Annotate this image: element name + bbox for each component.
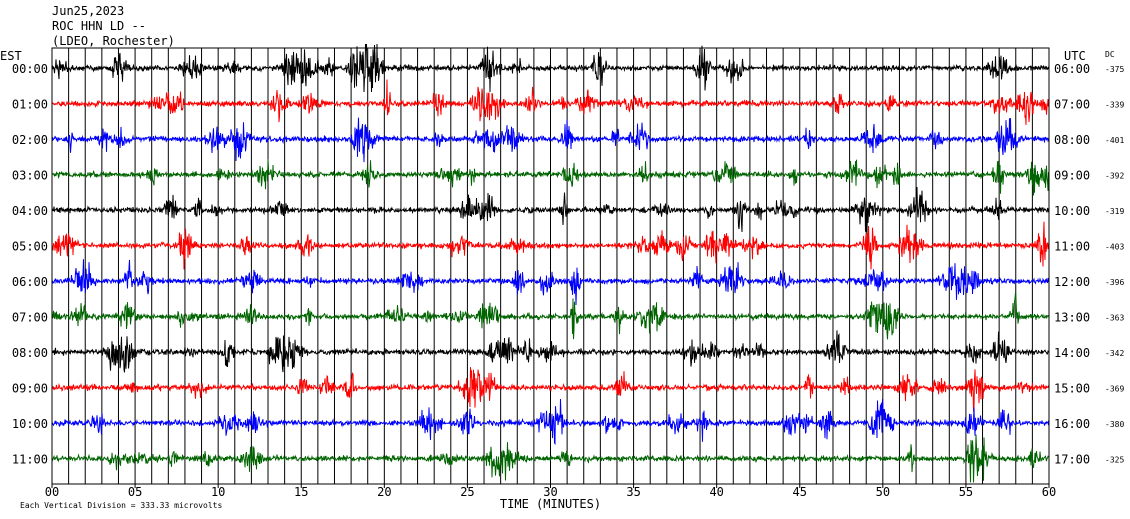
seismic-trace [51, 221, 1050, 270]
est-axis-title: EST [0, 49, 22, 63]
x-axis-title: TIME (MINUTES) [500, 497, 601, 511]
x-tick-label: 40 [709, 485, 723, 499]
dc-offset-label: -325 [1105, 456, 1124, 465]
dc-offset-label: -401 [1105, 136, 1124, 145]
vertical-division-note: Each Vertical Division = 333.33 microvol… [20, 501, 222, 510]
est-hour-label: 02:00 [12, 133, 48, 147]
station-code: ROC HHN LD -- [52, 19, 146, 33]
est-hour-label: 09:00 [12, 382, 48, 396]
utc-hour-label: 14:00 [1054, 346, 1090, 360]
x-tick-label: 45 [793, 485, 807, 499]
est-hour-label: 03:00 [12, 169, 48, 183]
x-tick-label: 05 [128, 485, 142, 499]
x-tick-label: 35 [626, 485, 640, 499]
dc-offset-label: -375 [1105, 65, 1124, 74]
utc-axis-title: UTC [1064, 49, 1086, 63]
grid-layer [68, 48, 1033, 484]
est-hour-label: 08:00 [12, 346, 48, 360]
seismic-trace [51, 367, 1050, 412]
est-hour-label: 05:00 [12, 240, 48, 254]
seismic-trace [51, 159, 1050, 196]
utc-hour-label: 10:00 [1054, 204, 1090, 218]
seismic-trace [51, 292, 1050, 340]
utc-hour-label: 08:00 [1054, 133, 1090, 147]
dc-offset-label: -396 [1105, 278, 1124, 287]
seismic-trace [51, 259, 1050, 306]
dc-offset-label: -342 [1105, 349, 1124, 358]
seismic-trace [51, 330, 1050, 373]
utc-hour-label: 17:00 [1054, 453, 1090, 467]
x-tick-label: 25 [460, 485, 474, 499]
x-tick-label: 15 [294, 485, 308, 499]
x-tick-label: 50 [876, 485, 890, 499]
station-date: Jun25,2023 [52, 4, 125, 18]
seismic-trace [51, 79, 1050, 125]
utc-hour-label: 11:00 [1054, 240, 1090, 254]
dc-offset-label: -339 [1105, 101, 1124, 110]
dc-offset-label: -403 [1105, 243, 1124, 252]
est-hour-label: 00:00 [12, 62, 48, 76]
est-hour-label: 06:00 [12, 275, 48, 289]
est-hour-label: 01:00 [12, 98, 48, 112]
est-hour-label: 07:00 [12, 311, 48, 325]
utc-hour-label: 13:00 [1054, 311, 1090, 325]
trace-layer [51, 43, 1050, 483]
utc-hour-label: 07:00 [1054, 98, 1090, 112]
dc-offset-label: -369 [1105, 385, 1124, 394]
est-hour-label: 10:00 [12, 417, 48, 431]
seismic-trace [51, 117, 1050, 163]
dc-offset-label: -319 [1105, 207, 1124, 216]
utc-hour-label: 12:00 [1054, 275, 1090, 289]
x-tick-label: 10 [211, 485, 225, 499]
dc-offset-label: -380 [1105, 420, 1124, 429]
seismic-trace [51, 43, 1050, 93]
x-tick-label: 20 [377, 485, 391, 499]
x-tick-label: 00 [45, 485, 59, 499]
utc-hour-label: 09:00 [1054, 169, 1090, 183]
station-network: (LDEO, Rochester) [52, 34, 175, 48]
x-tick-label: 60 [1042, 485, 1056, 499]
est-hour-label: 11:00 [12, 453, 48, 467]
label-layer: 00:00 06:00 -375 01:00 07:00 -339 02:00 08:00 -4… [0, 49, 1124, 511]
dc-offset-label: -392 [1105, 172, 1124, 181]
seismic-trace [51, 186, 1050, 233]
utc-hour-label: 15:00 [1054, 382, 1090, 396]
seismic-trace [51, 398, 1050, 446]
x-tick-label: 30 [543, 485, 557, 499]
dc-column-title: DC [1105, 50, 1115, 59]
est-hour-label: 04:00 [12, 204, 48, 218]
seismic-trace [51, 434, 1050, 483]
x-tick-label: 55 [959, 485, 973, 499]
utc-hour-label: 16:00 [1054, 417, 1090, 431]
dc-offset-label: -363 [1105, 314, 1124, 323]
utc-hour-label: 06:00 [1054, 62, 1090, 76]
